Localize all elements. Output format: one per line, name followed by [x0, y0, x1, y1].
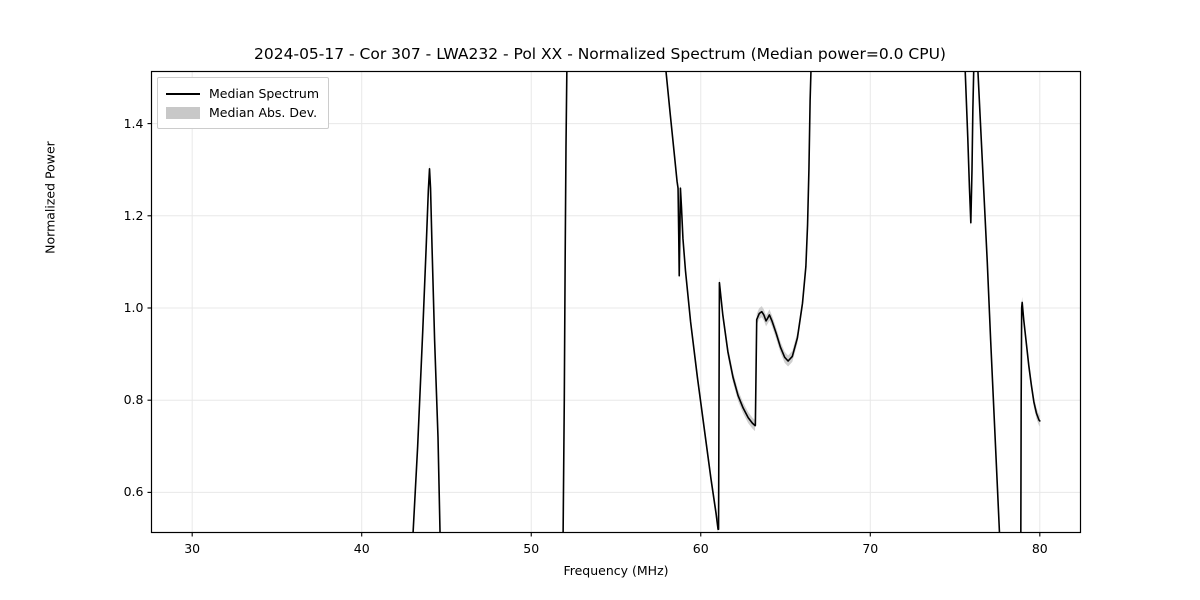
grid-lines — [151, 71, 1081, 533]
axis-ticks — [147, 123, 1041, 537]
x-tick-label: 40 — [353, 540, 370, 556]
y-tick-label: 0.6 — [123, 484, 144, 500]
legend-patch-swatch-icon — [166, 106, 200, 119]
axes-spines — [150, 70, 1082, 534]
x-tick-label: 70 — [862, 540, 879, 556]
x-axis-label: Frequency (MHz) — [563, 563, 669, 578]
y-tick-label: 1.4 — [123, 115, 144, 131]
legend-label-median-spectrum: Median Spectrum — [209, 86, 320, 101]
x-tick-label: 60 — [692, 540, 709, 556]
x-tick-label: 50 — [523, 540, 540, 556]
y-tick-label: 1.0 — [123, 299, 144, 315]
y-tick-label: 0.8 — [123, 392, 144, 408]
y-axis-label: Normalized Power — [42, 141, 58, 254]
chart-title: 2024-05-17 - Cor 307 - LWA232 - Pol XX -… — [254, 45, 946, 63]
legend-item-median-spectrum: Median Spectrum — [166, 84, 319, 103]
y-tick-label: 1.2 — [123, 207, 144, 223]
x-tick-label: 80 — [1031, 540, 1048, 556]
median-abs-dev-band — [413, 71, 1040, 533]
legend-line-swatch-icon — [166, 87, 200, 101]
legend: Median Spectrum Median Abs. Dev. — [157, 77, 330, 129]
legend-label-median-abs-dev: Median Abs. Dev. — [209, 105, 318, 120]
x-tick-label: 30 — [184, 540, 201, 556]
legend-item-median-abs-dev: Median Abs. Dev. — [166, 103, 319, 122]
median-spectrum-line — [412, 71, 1041, 533]
